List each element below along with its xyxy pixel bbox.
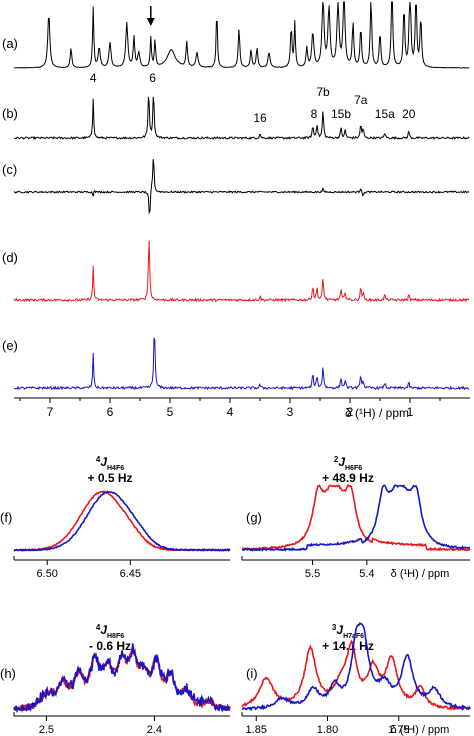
trace-a: (a) <box>2 1 470 69</box>
trace-c: (c) <box>2 159 470 215</box>
x-tick-label: 1.75 <box>388 724 409 736</box>
panel-title: 3JH7aF6 <box>332 623 364 640</box>
trace-label: (c) <box>2 162 17 177</box>
peak-label: 16 <box>253 111 267 125</box>
x-tick-label: 6.45 <box>120 568 141 580</box>
panel-g: 2JH6F6+ 48.9 Hz (g) 5.5 5.4 δ (¹H) / ppm <box>241 455 471 580</box>
panel-title: 4JH4F6 <box>96 455 124 472</box>
x-tick-label: 1 <box>407 405 414 419</box>
panel-h: 4JH8F6- 0.6 Hz (h) 2.5 2.4 <box>0 623 231 736</box>
panel-label: (f) <box>0 510 12 525</box>
x-tick-label: 2 <box>347 405 354 419</box>
spectrum-line-e <box>13 336 470 391</box>
x-tick-label: 6.50 <box>37 568 58 580</box>
x-axis-label: δ (¹H) / ppm <box>391 568 450 580</box>
x-tick-label: 5.5 <box>305 568 320 580</box>
panel-title: 2JH6F6 <box>334 455 362 472</box>
peak-label: 15a <box>375 107 395 121</box>
spectrum-line-b <box>13 96 470 141</box>
blue-series-line <box>241 622 471 712</box>
trace-label: (e) <box>2 338 18 353</box>
coupling-value: + 14.1 Hz <box>322 639 374 653</box>
x-tick-label: 4 <box>227 405 234 419</box>
blue-series-line <box>13 490 231 552</box>
trace-e: (e) <box>2 336 470 391</box>
blue-series-line <box>242 484 471 552</box>
panel-f: 4JH4F6+ 0.5 Hz (f) 6.50 6.45 <box>0 455 231 580</box>
panel-label: (h) <box>0 666 16 681</box>
peak-label: 7a <box>354 93 368 107</box>
x-tick-label: 3 <box>287 405 294 419</box>
x-tick-label: 6 <box>107 405 114 419</box>
x-tick-label: 1.80 <box>317 724 338 736</box>
coupling-value: + 0.5 Hz <box>87 471 132 485</box>
panel-label: (i) <box>246 666 258 681</box>
x-tick-label: 1.85 <box>246 724 267 736</box>
coupling-value: + 48.9 Hz <box>322 471 374 485</box>
panel-i: 3JH7aF6+ 14.1 Hz (i) 1.85 1.80 1.75δ (¹H) / … <box>241 622 471 736</box>
panel-title: 4JH8F6 <box>96 623 124 640</box>
x-axis-label: δ (¹H) / ppm <box>391 724 450 736</box>
x-tick-label: 2.4 <box>147 724 162 736</box>
spectrum-line-a <box>13 1 470 69</box>
blue-series-line <box>13 643 231 714</box>
panel-label: (g) <box>246 510 262 525</box>
spectrum-line-c <box>13 159 470 215</box>
peak-label: 6 <box>149 71 156 85</box>
coupling-value: - 0.6 Hz <box>89 639 131 653</box>
trace-label: (b) <box>2 106 18 121</box>
x-tick-label: 5 <box>167 405 174 419</box>
x-axis-label: δ (¹H) / ppm <box>345 406 409 420</box>
x-tick-label: 2.5 <box>39 724 54 736</box>
red-series-line <box>14 646 231 713</box>
x-tick-label: 7 <box>47 405 54 419</box>
peak-label: 4 <box>90 71 97 85</box>
peak-label: 20 <box>402 107 416 121</box>
arrow-head <box>146 18 155 26</box>
red-series-line <box>241 483 471 552</box>
expansion-panels: 4JH4F6+ 0.5 Hz (f) 6.50 6.45 2JH6F6+ 48.9 Hz… <box>0 455 471 736</box>
x-tick-label: 5.4 <box>359 568 374 580</box>
peak-label: 7b <box>316 85 330 99</box>
peak-label: 8 <box>311 107 318 121</box>
spectrum-line-d <box>13 240 470 303</box>
peak-label: 15b <box>331 107 351 121</box>
trace-d: (d) <box>2 240 470 303</box>
trace-label: (d) <box>2 250 18 265</box>
trace-label: (a) <box>2 36 18 51</box>
